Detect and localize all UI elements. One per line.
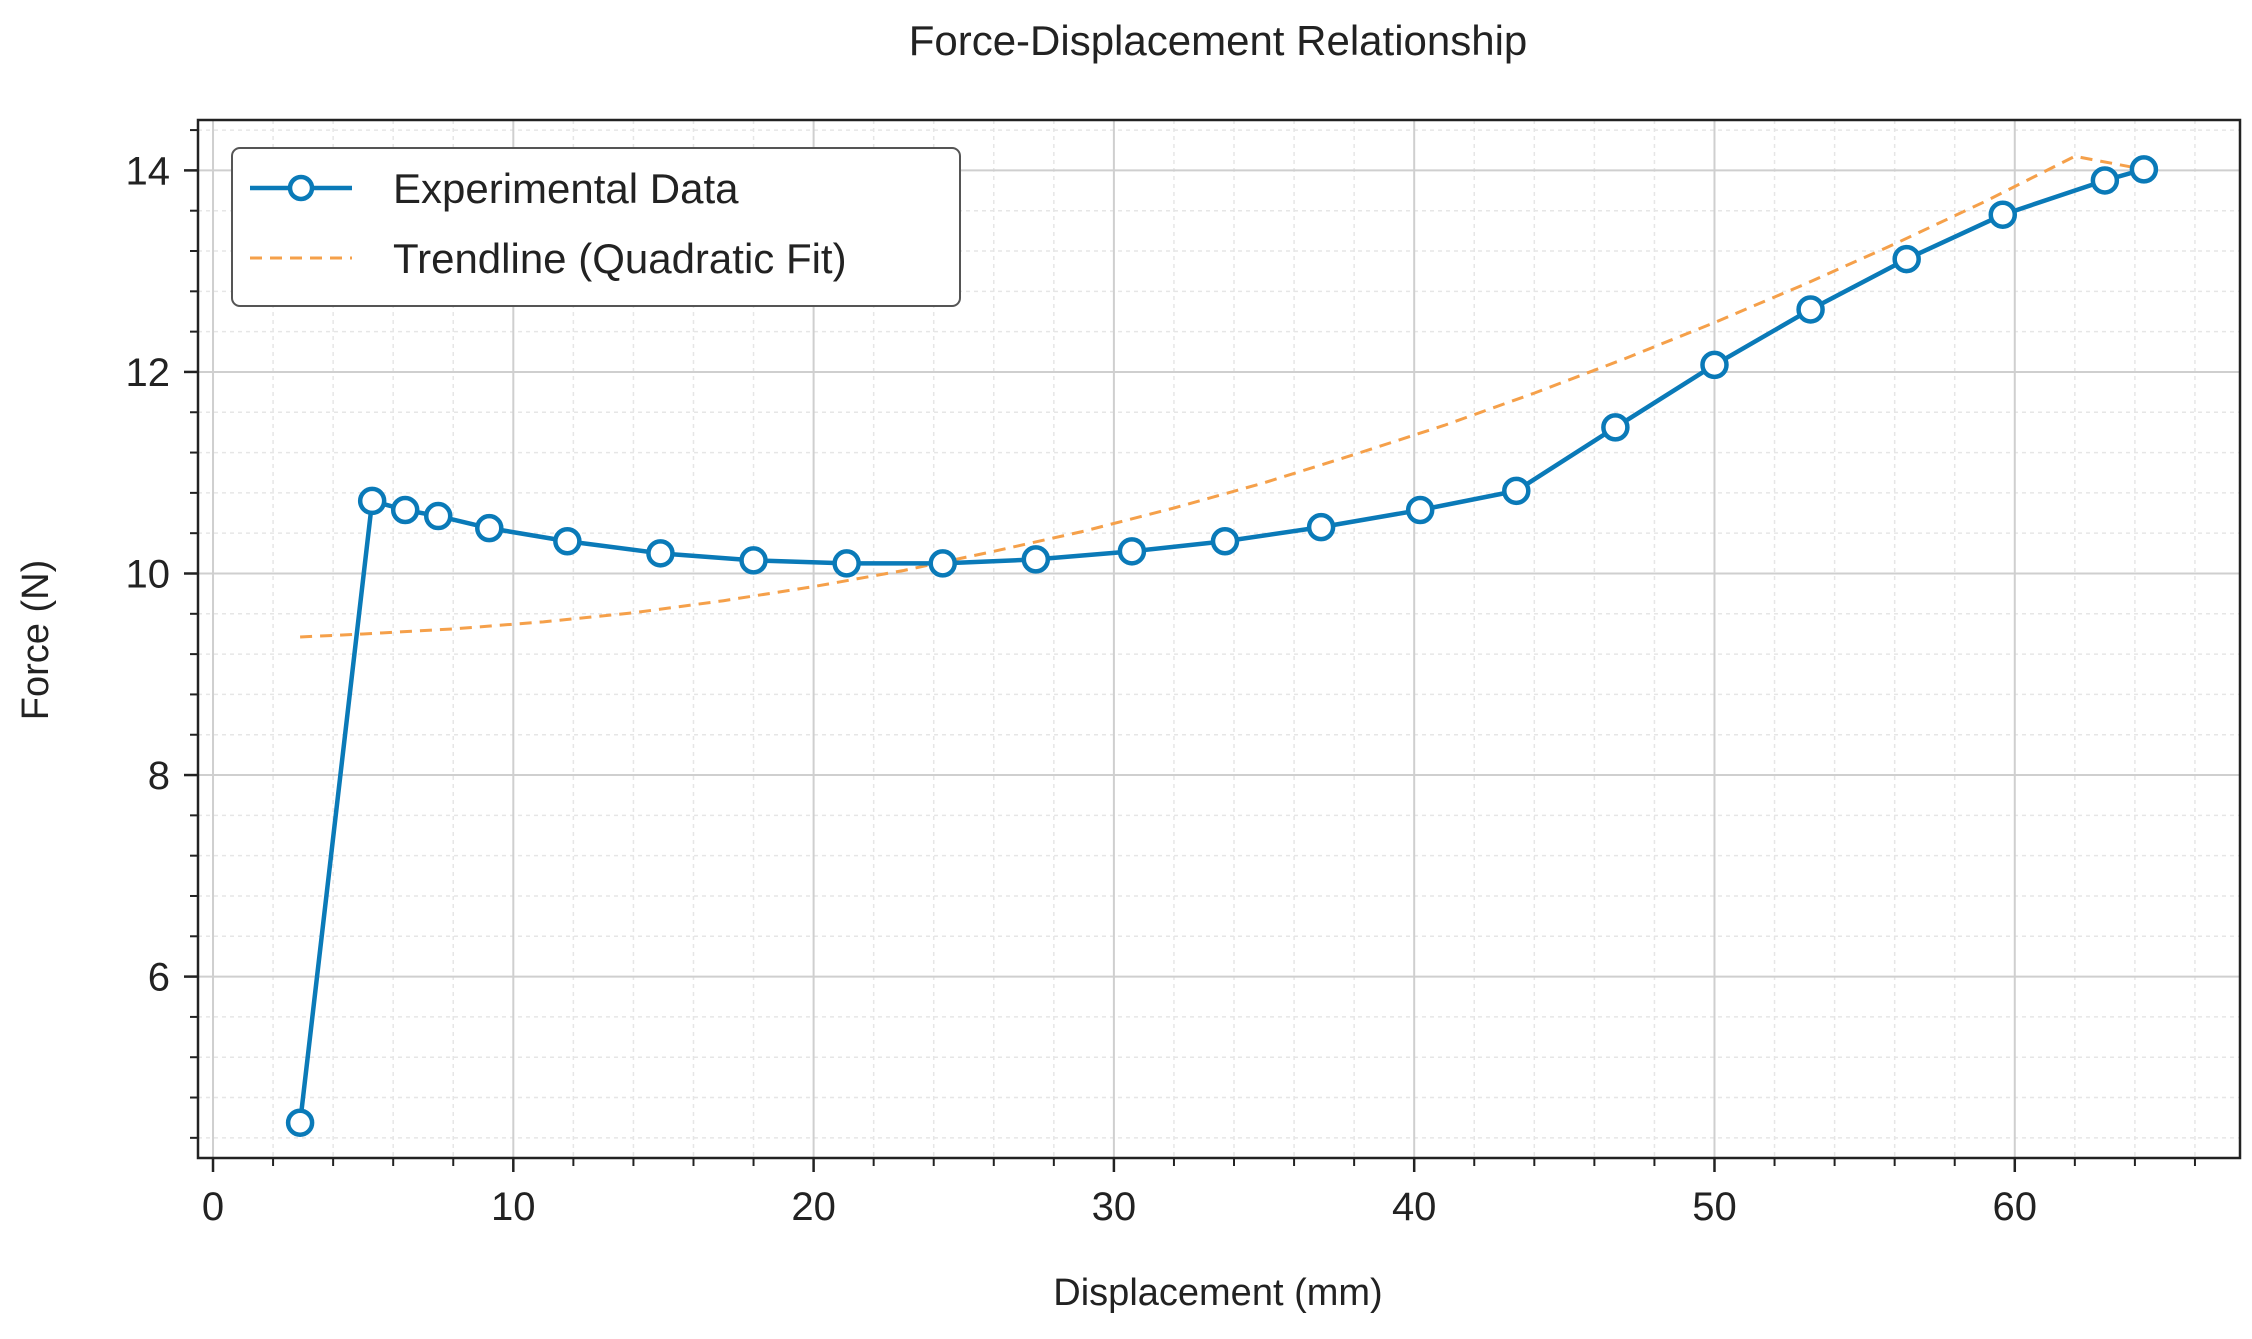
y-tick-label: 12 — [126, 351, 171, 395]
x-tick-label: 60 — [1993, 1185, 2038, 1229]
legend-trendline-label: Trendline (Quadratic Fit) — [393, 235, 847, 282]
series-layer — [285, 154, 2159, 1137]
y-tick-label: 14 — [126, 149, 171, 193]
experimental-data-point — [2129, 155, 2159, 184]
x-tick-label: 30 — [1092, 1185, 1137, 1229]
chart-title: Force-Displacement Relationship — [909, 17, 1528, 64]
x-tick-label: 50 — [1692, 1185, 1737, 1229]
experimental-data-point — [646, 539, 675, 568]
experimental-data-point — [1988, 200, 2018, 229]
x-tick-label: 0 — [202, 1185, 224, 1229]
experimental-data-point — [739, 546, 768, 575]
y-tick-label: 10 — [126, 552, 171, 596]
experimental-data-point — [1405, 495, 1435, 525]
experimental-data-point — [1601, 413, 1630, 442]
experimental-data-point — [553, 526, 582, 556]
minor-grid — [198, 120, 2240, 1158]
x-tick-label: 40 — [1392, 1185, 1437, 1229]
experimental-data-point — [423, 501, 453, 531]
y-tick-label: 6 — [148, 956, 170, 1000]
experimental-data-point — [390, 495, 420, 525]
experimental-data-point — [2090, 166, 2120, 195]
x-tick-label: 20 — [791, 1185, 836, 1229]
experimental-data-point — [1021, 545, 1051, 574]
experimental-data-point — [1796, 295, 1825, 324]
experimental-data-point — [475, 513, 504, 543]
x-tick-label: 10 — [491, 1185, 536, 1229]
experimental-data-point — [1306, 512, 1336, 542]
legend-experimental-marker — [287, 174, 315, 202]
experimental-data-point — [1892, 244, 1921, 274]
experimental-data-point — [357, 486, 387, 516]
y-axis-label: Force (N) — [15, 560, 57, 720]
x-axis-label: Displacement (mm) — [1053, 1272, 1382, 1314]
experimental-data-point — [1210, 526, 1240, 556]
plot-frame — [196, 118, 2242, 1160]
trendline-series — [300, 154, 2145, 639]
experimental-data-point — [928, 549, 957, 578]
experimental-data-point — [285, 1108, 315, 1137]
experimental-data-point — [1700, 350, 1729, 380]
legend: Experimental Data Trendline (Quadratic F… — [231, 147, 961, 307]
legend-experimental-label: Experimental Data — [393, 165, 739, 212]
experimental-data-point — [832, 549, 861, 578]
legend-box — [231, 147, 961, 307]
y-tick-label: 8 — [148, 754, 170, 798]
experimental-data-point — [1502, 476, 1531, 506]
ticks-layer: 0 10 20 30 40 50 60 6 8 10 12 14 — [126, 129, 2196, 1229]
experimental-data-point — [1117, 537, 1147, 566]
